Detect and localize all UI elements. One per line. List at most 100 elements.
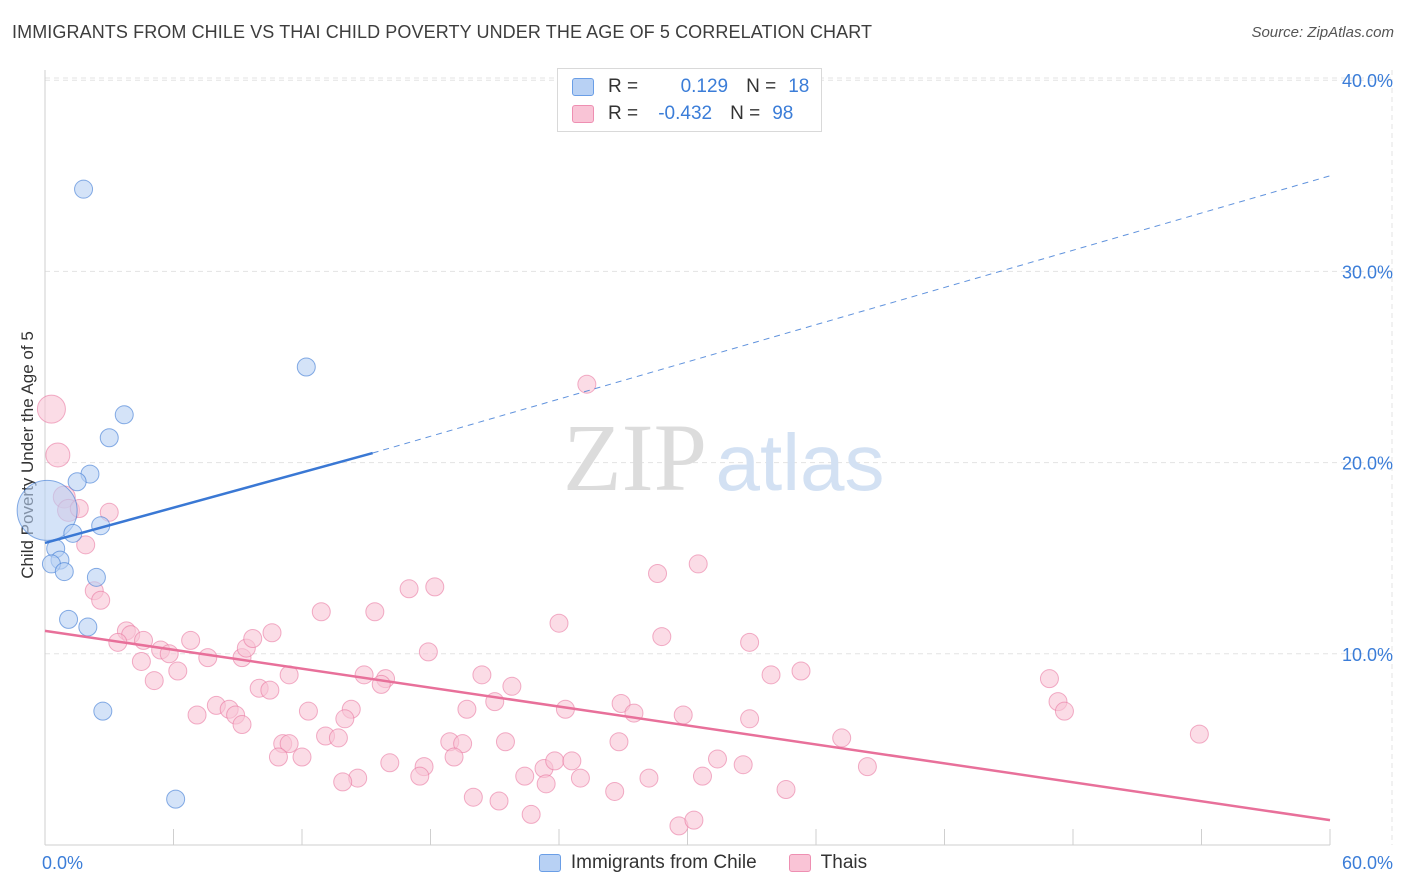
thais-point (279, 734, 299, 754)
chile-trend-line (44, 451, 374, 545)
series-legend: Immigrants from Chile Thais (0, 852, 1406, 874)
legend-n-value: 98 (772, 103, 794, 124)
legend-r-value: -0.432 (658, 103, 713, 124)
thais-point (761, 665, 781, 685)
thais-point (857, 757, 877, 777)
thais-point (311, 602, 331, 622)
thais-point (776, 780, 796, 800)
legend-swatch-chile (538, 854, 561, 872)
chile-point (99, 428, 119, 448)
watermark-atlas: atlas (716, 418, 885, 507)
stats-legend: R = 0.129 N = 18 R = -0.432 N = 98 (557, 68, 822, 132)
thais-point (168, 661, 188, 681)
thais-point (335, 709, 355, 729)
chile-point (59, 609, 79, 629)
y-tick-label: 10.0% (1342, 645, 1393, 665)
thais-point (365, 602, 385, 622)
thais-point (832, 728, 852, 748)
thais-point (453, 734, 473, 754)
thais-point (181, 630, 201, 650)
legend-swatch-thais (572, 105, 594, 123)
thais-point (1189, 724, 1209, 744)
thais-point (399, 579, 419, 599)
thais-point (410, 766, 430, 786)
legend-n-label: N = (730, 103, 761, 124)
y-tick-label: 40.0% (1342, 71, 1393, 91)
chile-point (296, 357, 316, 377)
thais-point (463, 787, 483, 807)
chile-point (74, 179, 94, 199)
tick-labels: 10.0% 20.0% 30.0% 40.0% 0.0% 60.0% (42, 71, 1393, 873)
thais-point (707, 749, 727, 769)
legend-swatch-thais (788, 854, 811, 872)
thais-point (232, 715, 252, 735)
thais-point (144, 671, 164, 691)
thais-point (1039, 669, 1059, 689)
thais-point (549, 613, 569, 633)
legend-item-thais: Thais (788, 852, 868, 874)
thais-point (131, 651, 151, 671)
legend-n-label: N = (746, 76, 777, 97)
thais-point (652, 627, 672, 647)
thais-trend-line (44, 629, 1331, 822)
legend-label-thais: Thais (820, 852, 868, 873)
thais-point (605, 781, 625, 801)
chart-title: IMMIGRANTS FROM CHILE VS THAI CHILD POVE… (12, 22, 873, 42)
thais-point (536, 774, 556, 794)
thais-point (472, 665, 492, 685)
thais-point (268, 747, 288, 767)
thais-point (562, 751, 582, 771)
thais-point (740, 632, 760, 652)
thais-point (740, 709, 760, 729)
thais-point (1054, 701, 1074, 721)
thais-point (243, 629, 263, 649)
grid-lines (45, 70, 1393, 845)
thais-point (91, 590, 111, 610)
y-tick-label: 20.0% (1342, 454, 1393, 474)
x-tick-label: 60.0% (1342, 853, 1393, 873)
chile-point (114, 405, 134, 425)
legend-n-value: 18 (788, 76, 810, 97)
thais-point (260, 680, 280, 700)
legend-row-chile: R = 0.129 N = 18 (572, 74, 809, 100)
watermark-zip: ZIP (563, 404, 707, 511)
thais-point (692, 766, 712, 786)
thais-point (418, 642, 438, 662)
thais-point (425, 577, 445, 597)
thais-point (489, 791, 509, 811)
axes (44, 70, 1331, 846)
thais-point (791, 661, 811, 681)
thais-point (99, 502, 119, 522)
thais-point (333, 772, 353, 792)
thais-point (733, 755, 753, 775)
chile-point (86, 567, 106, 587)
legend-r-label: R = (608, 103, 639, 124)
legend-r-label: R = (608, 76, 639, 97)
legend-item-chile: Immigrants from Chile (538, 852, 757, 874)
y-tick-label: 30.0% (1342, 262, 1393, 282)
trend-lines (44, 175, 1331, 822)
thais-point (673, 705, 693, 725)
chile-points (16, 179, 316, 809)
thais-point (262, 623, 282, 643)
thais-point (298, 701, 318, 721)
legend-row-thais: R = -0.432 N = 98 (572, 101, 793, 127)
thais-point (198, 648, 218, 668)
thais-point (328, 728, 348, 748)
legend-r-value: 0.129 (680, 76, 729, 97)
thais-point (187, 705, 207, 725)
thais-point (521, 804, 541, 824)
thais-point (515, 766, 535, 786)
thais-point (45, 442, 71, 468)
chile-point (16, 479, 78, 541)
thais-point (545, 751, 565, 771)
thais-point (688, 554, 708, 574)
thais-point (611, 694, 631, 714)
chile-point (67, 472, 87, 492)
thais-point (457, 699, 477, 719)
chile-point (93, 701, 113, 721)
source-label: Source: ZipAtlas.com (1251, 24, 1394, 41)
thais-point (36, 394, 66, 424)
watermark: ZIP atlas (563, 404, 884, 511)
